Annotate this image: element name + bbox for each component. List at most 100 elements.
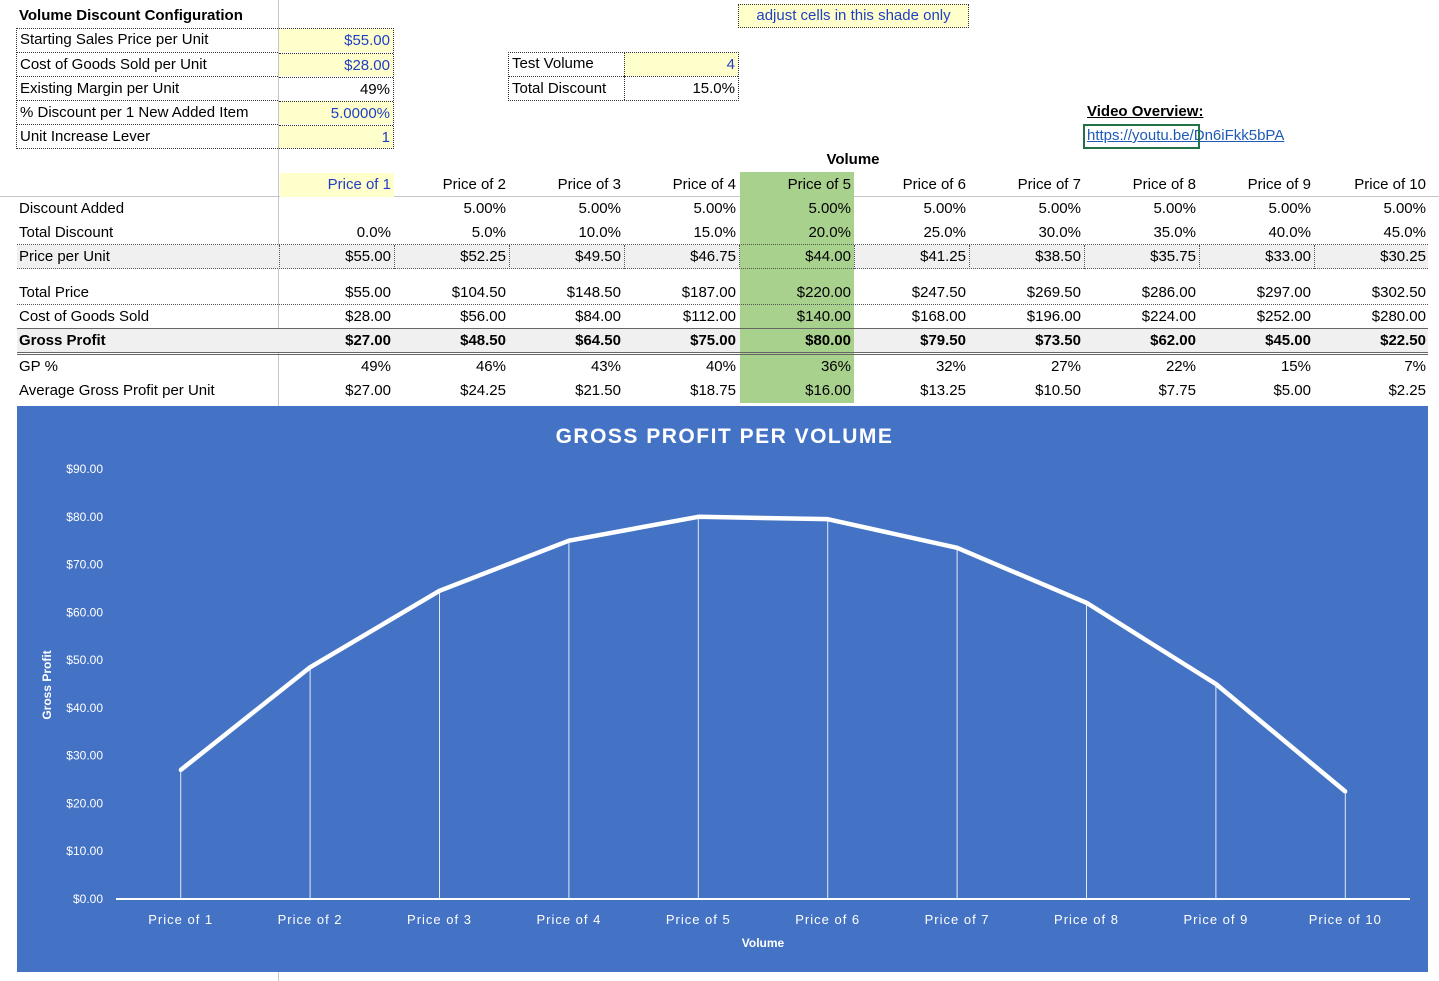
y-tick-label: $20.00: [66, 796, 103, 810]
config-value[interactable]: $28.00: [279, 53, 393, 76]
table-cell: 40%: [705, 358, 736, 375]
table-cell: $168.00: [911, 308, 966, 325]
y-tick-label: $40.00: [66, 701, 103, 715]
table-cell: $140.00: [796, 308, 851, 325]
table-cell: $56.00: [460, 308, 506, 325]
config-value[interactable]: 5.0000%: [279, 101, 393, 124]
table-cell: $45.00: [1265, 332, 1311, 349]
row-separator: [17, 352, 1428, 353]
table-cell: $252.00: [1256, 308, 1311, 325]
x-tick-label: Price of 1: [148, 912, 213, 927]
table-cell: $286.00: [1141, 284, 1196, 301]
table-cell: $2.25: [1388, 382, 1426, 399]
table-cell: $187.00: [681, 284, 736, 301]
table-cell: $49.50: [509, 245, 624, 269]
table-cell: $21.50: [575, 382, 621, 399]
table-cell: 22%: [1165, 358, 1196, 375]
table-cell: $64.50: [575, 332, 621, 349]
data-point: [825, 517, 830, 522]
row-separator: [17, 354, 1428, 355]
table-cell: 25.0%: [923, 224, 966, 241]
config-value: 49%: [279, 77, 393, 100]
y-tick-label: $30.00: [66, 749, 103, 763]
config-label: Starting Sales Price per Unit: [20, 31, 209, 48]
table-cell: $75.00: [690, 332, 736, 349]
config-value[interactable]: 1: [279, 125, 393, 148]
column-header: Price of 8: [1132, 176, 1196, 193]
table-cell: 5.0%: [471, 224, 506, 241]
column-header: Price of 3: [557, 176, 621, 193]
table-cell: $220.00: [796, 284, 851, 301]
table-cell: $104.50: [451, 284, 506, 301]
table-cell: 5.00%: [923, 200, 966, 217]
table-cell: 27%: [1050, 358, 1081, 375]
gross-profit-chart[interactable]: GROSS PROFIT PER VOLUME $0.00 $10.00 $20.00…: [17, 406, 1428, 972]
table-cell: $73.50: [1035, 332, 1081, 349]
data-point: [308, 665, 313, 670]
row-label: Average Gross Profit per Unit: [19, 382, 215, 399]
total-discount-label: Total Discount: [509, 76, 624, 100]
data-point: [696, 514, 701, 519]
config-title: Volume Discount Configuration: [19, 7, 243, 24]
x-tick-label: Price of 8: [1054, 912, 1119, 927]
table-cell: $27.00: [345, 382, 391, 399]
table-cell: $62.00: [1150, 332, 1196, 349]
table-cell: $28.00: [345, 308, 391, 325]
config-value[interactable]: $55.00: [279, 29, 393, 52]
table-cell: 5.00%: [693, 200, 736, 217]
row-label: Total Price: [19, 284, 90, 301]
y-tick-label: $50.00: [66, 653, 103, 667]
chart-svg: GROSS PROFIT PER VOLUME $0.00 $10.00 $20.00…: [40, 425, 1410, 950]
y-tick-label: $80.00: [66, 510, 103, 524]
shade-note: adjust cells in this shade only: [738, 4, 969, 28]
table-cell: 20.0%: [808, 224, 851, 241]
column-header: Price of 9: [1247, 176, 1311, 193]
table-cell: $52.25: [394, 245, 509, 269]
x-tick-label: Price of 4: [536, 912, 601, 927]
table-cell: $280.00: [1371, 308, 1426, 325]
table-cell: $80.00: [805, 332, 851, 349]
table-cell: $48.50: [460, 332, 506, 349]
y-tick-label: $0.00: [73, 892, 103, 906]
volume-group-header: Volume: [826, 151, 880, 168]
row-separator: [17, 268, 1428, 269]
header-row-line: [0, 196, 1439, 197]
test-volume-input[interactable]: 4: [624, 53, 738, 76]
row-label: Total Discount: [19, 224, 114, 241]
column-header: Price of 2: [442, 176, 506, 193]
table-cell: 43%: [590, 358, 621, 375]
video-link[interactable]: https://youtu.be/Dn6iFkk5bPA: [1087, 127, 1285, 144]
x-tick-label: Price of 5: [666, 912, 731, 927]
table-cell: $44.00: [739, 245, 854, 269]
table-cell: 5.00%: [1038, 200, 1081, 217]
column-header[interactable]: Price of 1: [280, 173, 394, 197]
table-cell: $84.00: [575, 308, 621, 325]
row-separator: [17, 304, 1428, 305]
table-cell: $5.00: [1273, 382, 1311, 399]
row-band: [17, 329, 1428, 353]
table-cell: $112.00: [682, 308, 736, 325]
table-cell: 5.00%: [808, 200, 851, 217]
table-cell: $33.00: [1199, 245, 1314, 269]
table-cell: 45.0%: [1383, 224, 1426, 241]
table-cell: 0.0%: [356, 224, 391, 241]
test-volume-label: Test Volume: [512, 55, 594, 72]
config-label: Unit Increase Lever: [17, 124, 278, 148]
y-tick-label: $10.00: [66, 844, 103, 858]
config-label: Existing Margin per Unit: [17, 76, 278, 100]
column-header: Price of 4: [672, 176, 736, 193]
x-tick-label: Price of 10: [1309, 912, 1382, 927]
table-cell: 40.0%: [1268, 224, 1311, 241]
table-cell: 30.0%: [1038, 224, 1081, 241]
chart-title: GROSS PROFIT PER VOLUME: [556, 425, 894, 448]
row-label: GP %: [19, 358, 58, 375]
table-cell: 10.0%: [578, 224, 621, 241]
table-cell: 5.00%: [1153, 200, 1196, 217]
gross-profit-line: [179, 514, 1347, 794]
highlight-column: [740, 172, 854, 403]
table-cell: $269.50: [1026, 284, 1081, 301]
table-cell: 36%: [820, 358, 851, 375]
selected-cell-outline: [1083, 124, 1200, 149]
row-label: Price per Unit: [19, 248, 110, 265]
table-cell: $55.00: [345, 284, 391, 301]
